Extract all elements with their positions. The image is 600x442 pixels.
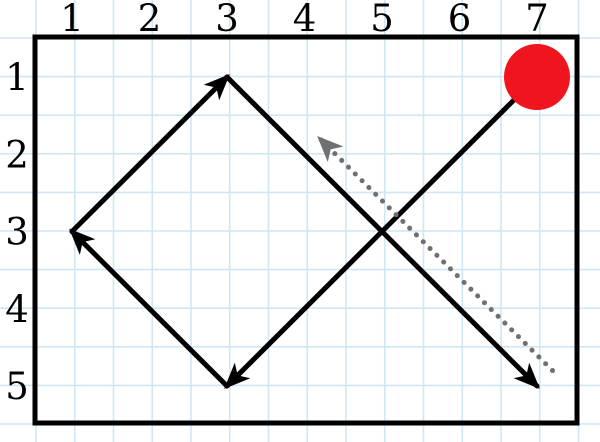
column-label: 6 <box>448 0 472 40</box>
column-label: 5 <box>370 0 394 40</box>
path-segment-3 <box>69 74 230 234</box>
row-label: 1 <box>5 56 29 99</box>
row-label: 4 <box>5 288 29 331</box>
row-label: 3 <box>5 211 29 254</box>
column-label: 1 <box>60 0 84 40</box>
row-labels: 1 2 3 4 5 <box>5 56 29 408</box>
board-frame <box>32 34 580 426</box>
column-label: 3 <box>215 0 239 40</box>
row-label: 2 <box>5 133 29 176</box>
column-label: 2 <box>138 0 162 40</box>
path-segment-4 <box>224 74 540 389</box>
column-labels: 1 2 3 4 5 6 7 <box>60 0 549 40</box>
column-label: 4 <box>293 0 317 40</box>
column-label: 7 <box>525 0 549 40</box>
row-label: 5 <box>5 365 29 408</box>
dotted-return-arrow <box>317 135 555 374</box>
path-segment-2 <box>69 228 230 389</box>
movement-path <box>69 74 540 389</box>
start-point-marker <box>504 44 570 110</box>
